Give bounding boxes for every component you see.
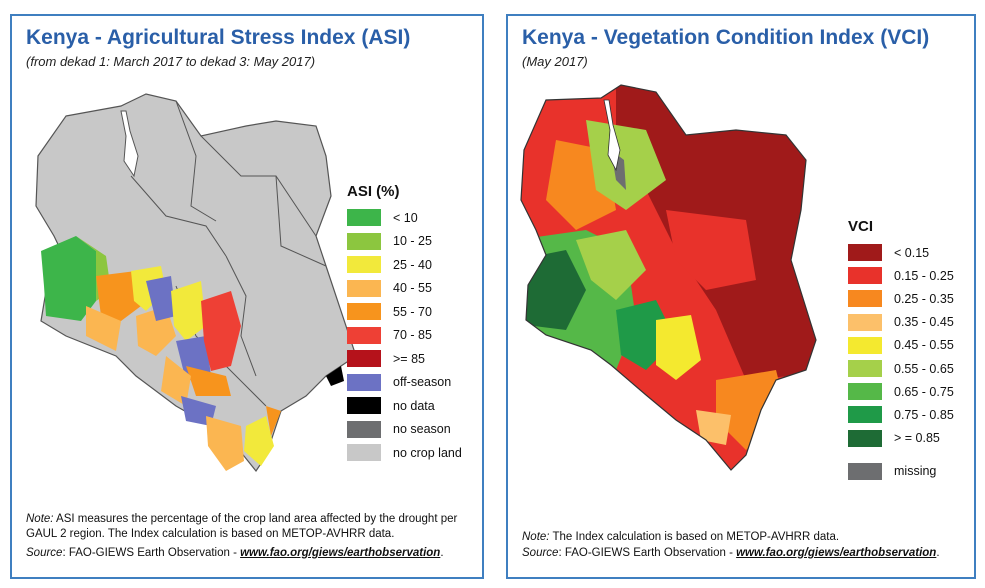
- vci-map-panel: Kenya - Vegetation Condition Index (VCI)…: [506, 14, 976, 579]
- vci-note-label: Note:: [522, 531, 550, 543]
- asi-legend-item: 55 - 70: [347, 300, 462, 324]
- asi-legend: ASI (%) < 10 10 - 25 25 - 40 40 - 55 55 - 70…: [347, 183, 462, 465]
- asi-legend-swatch: [347, 326, 381, 344]
- vci-legend-label: 0.65 - 0.75: [894, 384, 954, 399]
- vci-source-label: Source: [522, 547, 559, 559]
- vci-subtitle: (May 2017): [522, 54, 588, 69]
- vci-legend-item: 0.25 - 0.35: [848, 287, 954, 310]
- asi-title: Kenya - Agricultural Stress Index (ASI): [26, 26, 411, 49]
- asi-legend-title: ASI (%): [347, 183, 400, 200]
- vci-legend-label: < 0.15: [894, 245, 930, 260]
- vci-legend-label-missing: missing: [894, 464, 937, 479]
- vci-source-text: : FAO-GIEWS Earth Observation -: [558, 547, 737, 559]
- vci-legend-item: 0.55 - 0.65: [848, 357, 954, 380]
- vci-legend-swatch: [848, 336, 882, 354]
- asi-legend-label: 70 - 85: [393, 328, 432, 343]
- vci-legend-item: > = 0.85: [848, 427, 954, 450]
- vci-source: Source: FAO-GIEWS Earth Observation - ww…: [522, 547, 940, 559]
- asi-note-text: ASI measures the percentage of the crop …: [26, 513, 458, 540]
- asi-west-green: [41, 236, 96, 321]
- asi-legend-swatch: [347, 303, 381, 321]
- asi-legend-swatch: [347, 232, 381, 250]
- vci-legend-item: 0.75 - 0.85: [848, 403, 954, 426]
- asi-legend-label: 40 - 55: [393, 281, 432, 296]
- asi-legend-label: no data: [393, 398, 435, 413]
- vci-kenya-outline: [520, 84, 817, 471]
- vci-legend-label: 0.15 - 0.25: [894, 268, 954, 283]
- vci-legend-swatch-missing: [848, 462, 882, 480]
- lake-turkana: [120, 110, 139, 178]
- asi-legend-item: no crop land: [347, 441, 462, 465]
- asi-legend-swatch: [347, 209, 381, 227]
- asi-legend-label: 25 - 40: [393, 257, 432, 272]
- asi-legend-label: >= 85: [393, 351, 425, 366]
- asi-legend-swatch: [347, 444, 381, 462]
- vci-legend-item-missing: missing: [848, 460, 954, 483]
- vci-legend-label: 0.75 - 0.85: [894, 407, 954, 422]
- asi-source-label: Source: [26, 547, 63, 559]
- vci-legend-label: 0.55 - 0.65: [894, 361, 954, 376]
- vci-kenya-map: [520, 84, 817, 471]
- asi-legend-swatch: [347, 397, 381, 415]
- asi-legend-label: no crop land: [393, 445, 462, 460]
- vci-map-fill: [521, 85, 816, 470]
- vci-lake-turkana: [603, 99, 621, 172]
- vci-note: Note: The Index calculation is based on …: [522, 530, 839, 545]
- vci-legend-item: 0.15 - 0.25: [848, 264, 954, 287]
- vci-legend-swatch: [848, 313, 882, 331]
- asi-note-label: Note:: [26, 513, 54, 525]
- asi-legend-item: 10 - 25: [347, 230, 462, 254]
- vci-legend-swatch: [848, 406, 882, 424]
- asi-legend-item: off-season: [347, 371, 462, 395]
- asi-legend-label: off-season: [393, 375, 452, 390]
- vci-legend-item: 0.45 - 0.55: [848, 334, 954, 357]
- asi-source: Source: FAO-GIEWS Earth Observation - ww…: [26, 547, 444, 559]
- vci-legend-label: 0.35 - 0.45: [894, 315, 954, 330]
- vci-legend-item: 0.65 - 0.75: [848, 380, 954, 403]
- asi-source-text: : FAO-GIEWS Earth Observation -: [62, 547, 241, 559]
- asi-legend-swatch: [347, 256, 381, 274]
- vci-legend: VCI < 0.15 0.15 - 0.25 0.25 - 0.35 0.35 - 0…: [848, 218, 954, 483]
- vci-source-link[interactable]: www.fao.org/giews/earthobservation: [736, 547, 937, 559]
- asi-legend-item: no data: [347, 394, 462, 418]
- asi-indian-ocean-coast: [326, 366, 344, 386]
- vci-legend-item: < 0.15: [848, 241, 954, 264]
- vci-legend-swatch: [848, 383, 882, 401]
- vci-legend-swatch: [848, 429, 882, 447]
- asi-legend-label: 10 - 25: [393, 234, 432, 249]
- vci-legend-swatch: [848, 267, 882, 285]
- asi-legend-swatch: [347, 420, 381, 438]
- asi-legend-label: no season: [393, 422, 451, 437]
- vci-legend-label: 0.25 - 0.35: [894, 291, 954, 306]
- vci-legend-label: 0.45 - 0.55: [894, 338, 954, 353]
- asi-legend-label: 55 - 70: [393, 304, 432, 319]
- asi-legend-item: no season: [347, 418, 462, 442]
- vci-note-text: The Index calculation is based on METOP-…: [549, 531, 840, 543]
- asi-legend-item: 25 - 40: [347, 253, 462, 277]
- asi-source-end: .: [440, 547, 444, 559]
- asi-source-link[interactable]: www.fao.org/giews/earthobservation: [240, 547, 441, 559]
- asi-legend-item: 40 - 55: [347, 277, 462, 301]
- asi-legend-label: < 10: [393, 210, 418, 225]
- asi-kenya-map: [35, 93, 357, 473]
- vci-legend-swatch: [848, 360, 882, 378]
- asi-legend-swatch: [347, 279, 381, 297]
- asi-legend-item: < 10: [347, 206, 462, 230]
- vci-legend-swatch: [848, 290, 882, 308]
- vci-title: Kenya - Vegetation Condition Index (VCI): [522, 26, 930, 49]
- vci-legend-title: VCI: [848, 218, 874, 235]
- vci-source-end: .: [936, 547, 940, 559]
- asi-legend-swatch: [347, 373, 381, 391]
- asi-map-panel: Kenya - Agricultural Stress Index (ASI) …: [10, 14, 484, 579]
- asi-legend-item: 70 - 85: [347, 324, 462, 348]
- vci-legend-label: > = 0.85: [894, 431, 940, 446]
- asi-legend-swatch: [347, 350, 381, 368]
- vci-legend-item: 0.35 - 0.45: [848, 311, 954, 334]
- asi-subtitle: (from dekad 1: March 2017 to dekad 3: Ma…: [26, 54, 316, 69]
- vci-legend-swatch: [848, 244, 882, 262]
- asi-note: Note: ASI measures the percentage of the…: [26, 512, 474, 542]
- asi-legend-item: >= 85: [347, 347, 462, 371]
